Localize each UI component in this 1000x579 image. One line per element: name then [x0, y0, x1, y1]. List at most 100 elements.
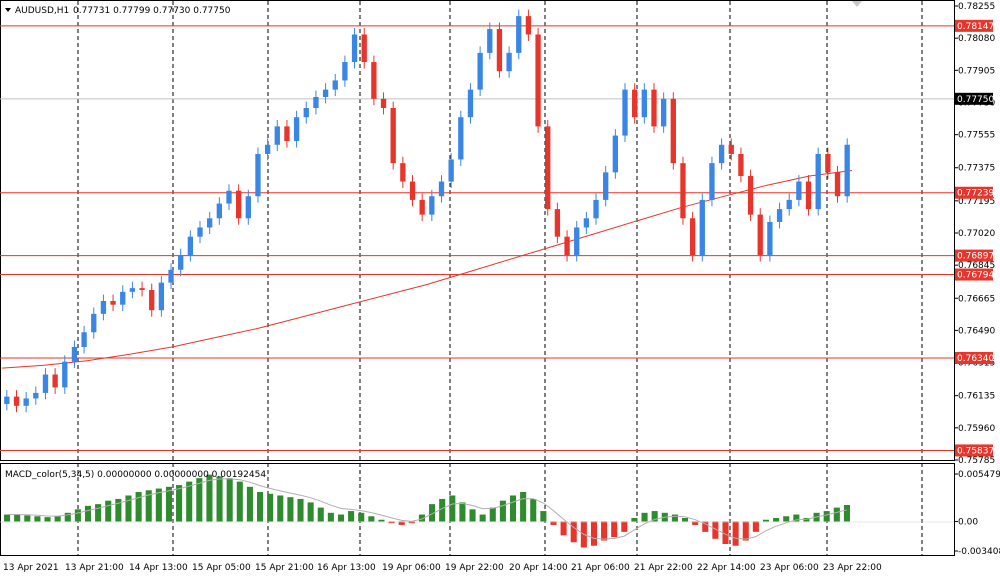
- candle-body: [226, 190, 232, 204]
- x-tick-label: 13 Apr 21:00: [65, 563, 124, 573]
- macd-bar: [449, 495, 456, 522]
- macd-bar: [358, 512, 365, 522]
- macd-bar: [95, 504, 102, 522]
- macd-bar: [378, 519, 385, 522]
- macd-bar: [368, 516, 375, 522]
- macd-bar: [115, 498, 122, 522]
- candle-body: [178, 255, 184, 270]
- macd-bar: [14, 514, 21, 522]
- candle-body: [718, 144, 725, 164]
- macd-bar: [257, 492, 264, 522]
- scroll-marker-icon[interactable]: [852, 1, 862, 7]
- macd-bar: [762, 519, 770, 522]
- macd-bar: [520, 492, 527, 522]
- candles: [4, 9, 850, 413]
- level-tag: [955, 186, 993, 199]
- macd-bar: [125, 495, 132, 522]
- candle-body: [699, 199, 705, 256]
- candle-body: [438, 181, 445, 197]
- candle-body: [525, 16, 532, 35]
- x-tick-label: 15 Apr 05:00: [192, 563, 251, 573]
- candle-body: [351, 34, 358, 63]
- macd-bar: [499, 500, 506, 522]
- candle-body: [583, 218, 590, 228]
- y-tick-label: 0.76665: [958, 294, 995, 304]
- y-tick-label: 0.77195: [958, 197, 995, 207]
- macd-bar: [327, 512, 334, 522]
- macd-bar: [287, 497, 294, 522]
- candle-body: [574, 227, 580, 256]
- macd-bar: [469, 509, 476, 522]
- candle-body: [487, 28, 493, 53]
- y-tick-label: 0.77375: [958, 164, 995, 174]
- candle-body: [767, 221, 773, 256]
- candle-body: [284, 126, 290, 142]
- macd-bar: [550, 521, 557, 525]
- candle-body: [197, 227, 203, 237]
- candle-body: [651, 89, 657, 127]
- macd-bar: [105, 500, 112, 522]
- macd-tick-label: -0.003408: [958, 547, 1000, 557]
- candle-body: [670, 98, 676, 164]
- candle-body: [207, 218, 213, 228]
- candle-body: [245, 196, 251, 219]
- macd-bar: [408, 521, 415, 524]
- candle-body: [91, 313, 97, 333]
- candle-body: [129, 288, 136, 292]
- candle-body: [458, 117, 464, 160]
- macd-bar: [4, 514, 11, 522]
- candle-body: [303, 108, 309, 118]
- level-tag-label: 0.76794: [957, 271, 994, 281]
- x-tick-label: 16 Apr 13:00: [317, 563, 376, 573]
- macd-bar: [165, 486, 172, 522]
- candle-body: [516, 16, 522, 53]
- macd-bar: [145, 490, 152, 522]
- candle-body: [825, 153, 831, 173]
- macd-bar: [216, 476, 223, 522]
- macd-bar: [823, 511, 830, 522]
- y-tick-label: 0.76135: [958, 392, 995, 402]
- candle-body: [390, 108, 396, 164]
- macd-bar: [702, 521, 709, 532]
- candle-body: [660, 98, 667, 127]
- macd-bar: [84, 505, 92, 522]
- macd-bar: [44, 517, 51, 522]
- candle-body: [429, 196, 435, 215]
- macd-bar: [297, 498, 304, 522]
- symbol-header[interactable]: AUDUSD,H1 0.77731 0.77799 0.77730 0.7775…: [5, 6, 231, 16]
- candle-body: [564, 236, 570, 256]
- x-tick-label: 22 Apr 14:00: [697, 563, 756, 573]
- macd-bar: [590, 521, 597, 546]
- candle-body: [322, 89, 329, 97]
- candle-body: [293, 117, 300, 142]
- macd-bar: [439, 498, 446, 522]
- level-tag: [955, 351, 993, 364]
- dropdown-triangle-icon[interactable]: [5, 8, 11, 12]
- candle-body: [689, 218, 696, 256]
- macd-bar: [732, 521, 739, 546]
- x-tick-label: 21 Apr 06:00: [571, 563, 630, 573]
- candle-body: [158, 282, 165, 311]
- macd-bar: [64, 512, 71, 522]
- macd-bar: [418, 514, 425, 522]
- macd-bar: [833, 507, 840, 522]
- y-tick-label: 0.77905: [958, 66, 995, 76]
- candle-body: [728, 144, 734, 154]
- candle-body: [834, 172, 841, 197]
- horizontal-levels: [0, 25, 954, 451]
- candle-body: [235, 190, 242, 219]
- macd-bar: [196, 478, 203, 522]
- macd-label: MACD_color(5,34,5) 0.00000000 0.00000000…: [5, 470, 266, 480]
- y-tick-label: 0.75785: [958, 456, 995, 466]
- macd-bar: [489, 507, 496, 522]
- macd-bar: [631, 518, 638, 522]
- time-axis: 13 Apr 2021 13 Apr 21:00 14 Apr 13:00 15 Ap…: [3, 563, 882, 573]
- level-tag: [955, 268, 993, 281]
- macd-bar: [611, 521, 618, 538]
- candle-body: [100, 301, 107, 314]
- macd-bar: [74, 509, 81, 522]
- candle-body: [467, 89, 474, 118]
- macd-bar: [226, 478, 233, 522]
- candle-body: [149, 289, 155, 311]
- candle-body: [709, 163, 715, 200]
